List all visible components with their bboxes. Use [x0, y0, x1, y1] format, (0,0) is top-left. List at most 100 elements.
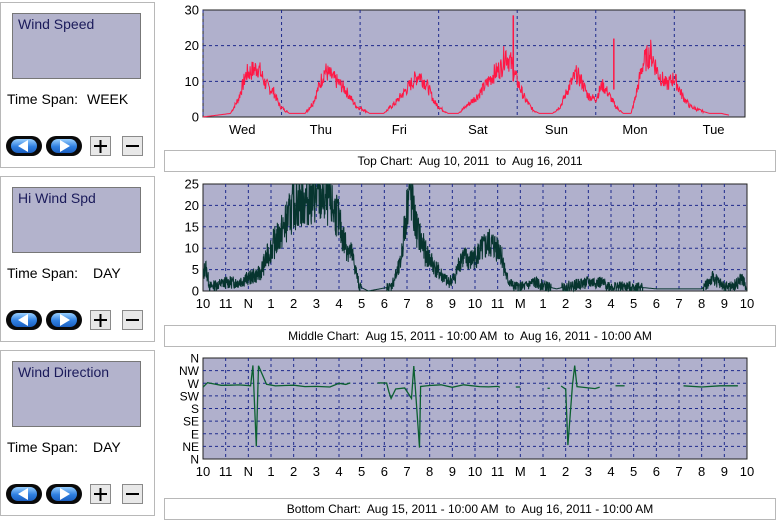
x-tick-label: Mon	[622, 122, 647, 137]
minus-icon	[126, 145, 139, 147]
zoom-out-button[interactable]	[122, 310, 143, 330]
wind-direction-series	[377, 366, 501, 448]
minus-icon	[126, 493, 139, 495]
timespan-value: DAY	[93, 265, 121, 281]
x-tick-label: 9	[449, 464, 456, 479]
next-button[interactable]	[46, 310, 82, 330]
x-tick-label: Sun	[545, 122, 568, 137]
plot-area	[202, 9, 746, 118]
x-tick-label: 2	[290, 296, 297, 311]
middle-chart: 0 5 10 15 20 25 10 11 N 1 2 3 4 5 6 7 8 9 10 11 M 1 2 3 4 5 6 7 8 9 10	[163, 176, 777, 318]
bottom-chart: N NW W SW S SE E NE N 10 11 N 1 2 3 4 5 6 7 8 9 10 11 M 1 2 3 4 5 6 7 8…	[163, 350, 777, 492]
plus-icon	[94, 140, 107, 153]
x-tick-label: 11	[491, 464, 505, 479]
x-tick-label: Thu	[310, 122, 332, 137]
middle-chart-caption: Middle Chart: Aug 15, 2011 - 10:00 AM to…	[164, 325, 776, 347]
arrow-left-icon	[18, 488, 28, 500]
y-tick-label: 20	[185, 38, 199, 53]
x-tick-label: 10	[740, 464, 754, 479]
x-tick-label: 9	[721, 296, 728, 311]
arrow-right-icon	[60, 488, 70, 500]
x-tick-label: 3	[313, 464, 320, 479]
wind-direction-series	[683, 385, 738, 388]
timespan-value: DAY	[93, 439, 121, 455]
plus-icon	[94, 488, 107, 501]
y-tick-label: 5	[192, 262, 199, 277]
previous-button[interactable]	[6, 136, 42, 156]
y-tick-label: SE	[183, 415, 199, 429]
x-tick-label: 4	[607, 296, 614, 311]
x-tick-label: 4	[607, 464, 614, 479]
arrow-right-icon	[60, 314, 70, 326]
x-tick-label: 11	[219, 296, 233, 311]
x-tick-label: 8	[698, 464, 705, 479]
wind-speed-series	[202, 39, 730, 118]
x-tick-label: 1	[539, 296, 546, 311]
y-tick-label: 20	[185, 198, 199, 213]
zoom-in-button[interactable]	[90, 310, 111, 330]
x-tick-label: 10	[196, 464, 210, 479]
x-tick-label: 8	[698, 296, 705, 311]
wind-speed-chart-svg: 0 10 20 30 Wed Thu Fri Sat Sun Mon Tue	[185, 3, 746, 137]
x-tick-label: 3	[313, 296, 320, 311]
y-tick-label: 10	[185, 74, 199, 89]
y-tick-label: 30	[185, 3, 199, 18]
minus-icon	[126, 319, 139, 321]
y-tick-label: NW	[179, 364, 200, 378]
hi-wind-speed-series	[202, 183, 748, 293]
next-button[interactable]	[46, 136, 82, 156]
x-tick-label: 6	[381, 296, 388, 311]
zoom-out-button[interactable]	[122, 136, 143, 156]
x-tick-label: M	[515, 464, 526, 479]
wind-direction-panel: Wind Direction Time Span: DAY	[0, 350, 155, 516]
x-tick-label: N	[244, 296, 253, 311]
timespan-label: Time Span:	[7, 91, 79, 107]
x-tick-label: 11	[219, 464, 233, 479]
chart-selector-box[interactable]: Hi Wind Spd	[12, 187, 141, 253]
chart-selector-box[interactable]: Wind Speed	[12, 13, 141, 79]
plus-icon	[94, 314, 107, 327]
zoom-out-button[interactable]	[122, 484, 143, 504]
x-tick-label: 2	[562, 296, 569, 311]
x-tick-label: 3	[585, 296, 592, 311]
next-button[interactable]	[46, 484, 82, 504]
wind-direction-series	[202, 365, 351, 447]
x-tick-label: 8	[426, 464, 433, 479]
x-tick-label: 8	[426, 296, 433, 311]
chart-selector-box[interactable]: Wind Direction	[12, 361, 141, 427]
x-tick-label: 1	[267, 464, 274, 479]
previous-button[interactable]	[6, 310, 42, 330]
x-tick-label: Sat	[468, 122, 488, 137]
x-tick-label: 10	[468, 296, 482, 311]
zoom-in-button[interactable]	[90, 484, 111, 504]
x-tick-label: 7	[403, 296, 410, 311]
x-tick-label: 4	[335, 464, 342, 479]
y-tick-label: N	[190, 352, 199, 366]
timespan-label: Time Span:	[7, 439, 79, 455]
x-tick-label: Fri	[392, 122, 407, 137]
previous-button[interactable]	[6, 484, 42, 504]
x-tick-label: 5	[630, 464, 637, 479]
x-tick-label: 3	[585, 464, 592, 479]
x-tick-label: 1	[539, 464, 546, 479]
x-tick-label: Wed	[229, 122, 256, 137]
x-tick-label: 5	[358, 296, 365, 311]
y-tick-label: 15	[185, 219, 199, 234]
y-tick-label: W	[188, 377, 200, 391]
x-tick-label: 7	[403, 464, 410, 479]
top-chart: 0 10 20 30 Wed Thu Fri Sat Sun Mon Tue	[163, 2, 777, 144]
hi-wind-speed-panel: Hi Wind Spd Time Span: DAY	[0, 176, 155, 342]
y-tick-label: S	[191, 402, 199, 416]
x-tick-label: 5	[630, 296, 637, 311]
plot-area	[202, 183, 748, 292]
zoom-in-button[interactable]	[90, 136, 111, 156]
timespan-value: WEEK	[87, 91, 129, 107]
y-tick-label: 25	[185, 177, 199, 192]
x-tick-label: 4	[335, 296, 342, 311]
timespan-label: Time Span:	[7, 265, 79, 281]
arrow-right-icon	[60, 140, 70, 152]
y-tick-label: 0	[192, 110, 199, 125]
y-tick-label: N	[190, 453, 199, 467]
x-tick-label: N	[244, 464, 253, 479]
